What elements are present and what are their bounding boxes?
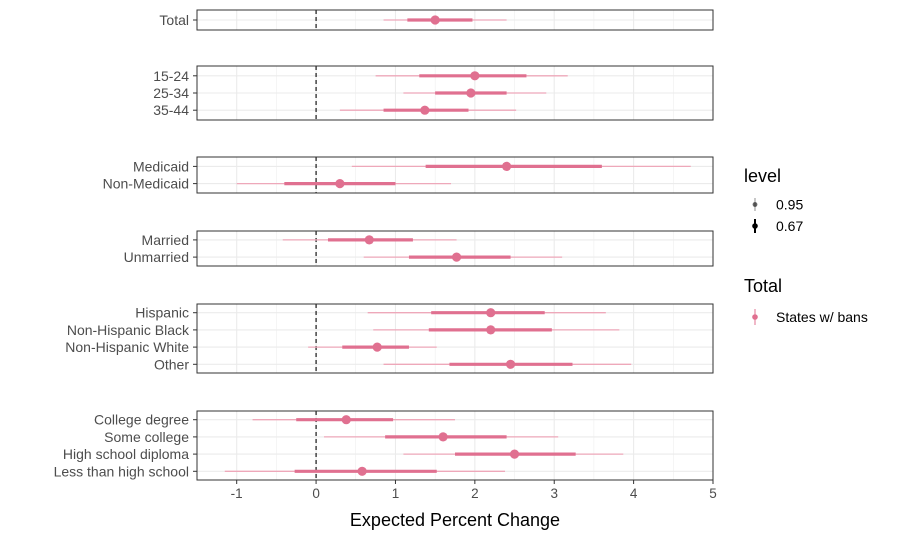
point-15-24 [470,71,480,81]
row-label-high-school-diploma: High school diploma [63,446,189,462]
x-axis-title: Expected Percent Change [350,510,560,530]
panel-1: Total [159,9,714,31]
legend-level-95: 0.95 [752,197,803,213]
row-label-25-34: 25-34 [153,85,189,101]
legend-group-title: Total [744,276,782,296]
row-label-medicaid: Medicaid [133,158,189,174]
point-hispanic [486,308,496,318]
legend-level-title: level [744,166,781,186]
row-label-15-24: 15-24 [153,68,189,84]
legend-level-95-label: 0.95 [776,197,803,213]
x-tick-label: 5 [709,486,717,501]
legend-group-label: States w/ bans [776,309,868,325]
legend-level-67: 0.67 [752,218,803,234]
panel-border [196,303,714,374]
point-medicaid [502,161,512,171]
point-total [430,15,440,25]
point-non-hispanic-black [486,325,496,335]
point-high-school-diploma [509,449,520,459]
row-label-college-degree: College degree [94,412,189,428]
legend-level-67-label: 0.67 [776,218,803,234]
panel-border [196,230,714,267]
row-label-total: Total [159,12,189,28]
panel-border [196,65,714,121]
point-less-than-high-school [357,466,367,476]
panel-border [196,410,714,481]
row-label-unmarried: Unmarried [124,249,189,265]
x-axis: -1 0 1 2 3 4 5 [231,480,717,501]
point-non-hispanic-white [372,342,382,352]
point-non-medicaid [335,179,345,189]
legend: level 0.95 0.67 Total States w/ bans [744,166,868,325]
legend-level-67-key-point [752,223,758,229]
point-some-college [438,432,448,442]
panel-3: Medicaid Non-Medicaid [103,156,714,194]
legend-group-states-w-bans: States w/ bans [752,309,868,325]
x-tick-label: 4 [630,486,638,501]
point-college-degree [341,415,351,425]
row-label-other: Other [154,356,189,372]
row-label-non-hispanic-white: Non-Hispanic White [65,339,189,355]
row-label-married: Married [142,232,189,248]
point-35-44 [420,105,430,115]
point-25-34 [466,88,476,98]
panel-border [196,156,714,194]
row-label-non-medicaid: Non-Medicaid [103,176,189,192]
point-married [364,235,374,245]
row-label-35-44: 35-44 [153,102,189,118]
x-tick-label: -1 [231,486,243,501]
x-tick-label: 1 [392,486,400,501]
row-label-non-hispanic-black: Non-Hispanic Black [67,322,190,338]
panel-border [196,9,714,31]
x-tick-label: 0 [312,486,320,501]
x-tick-label: 2 [471,486,479,501]
point-other [505,359,516,369]
row-label-hispanic: Hispanic [135,305,189,321]
row-label-some-college: Some college [104,429,189,445]
legend-level-95-key-point [752,202,758,207]
legend-group-key-point [752,314,758,320]
row-label-less-than-high-school: Less than high school [54,463,189,479]
point-unmarried [451,252,462,262]
x-tick-label: 3 [550,486,558,501]
